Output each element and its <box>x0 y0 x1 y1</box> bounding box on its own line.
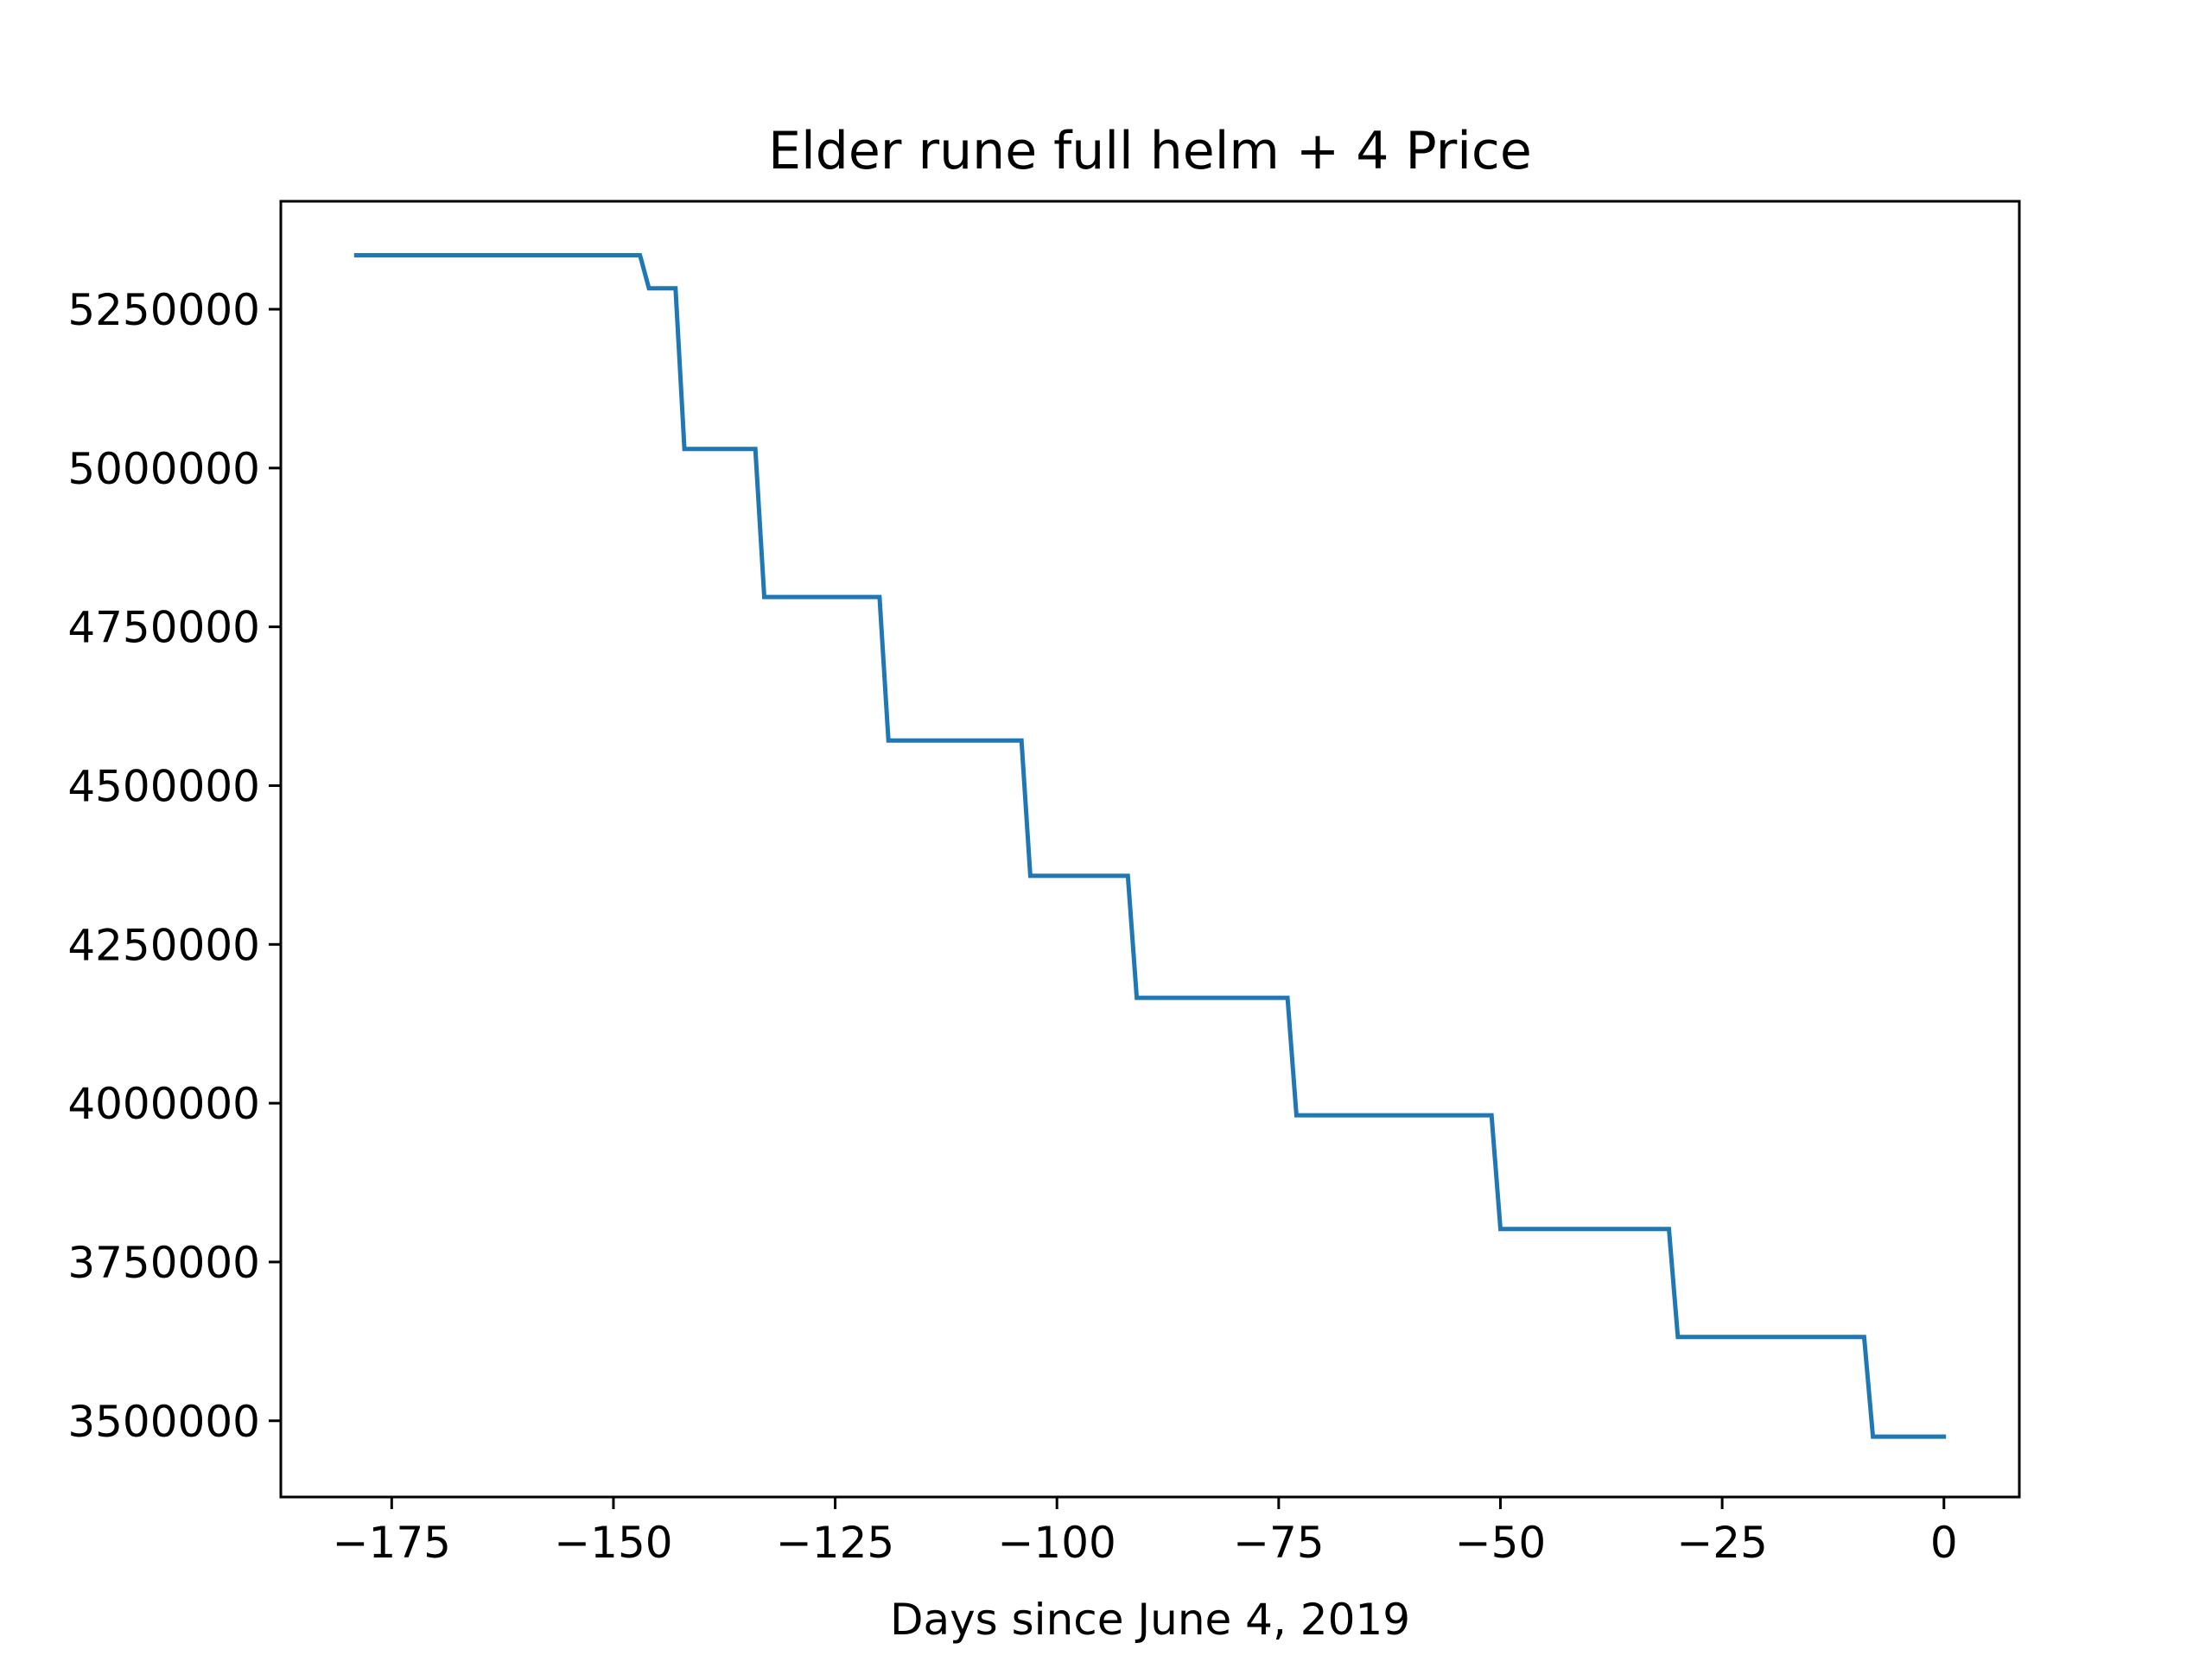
y-tick-label: 3750000 <box>67 1238 260 1288</box>
y-tick-label: 3500000 <box>67 1397 260 1447</box>
y-tick-label: 5000000 <box>67 444 260 494</box>
chart-title: Elder rune full helm + 4 Price <box>768 121 1532 181</box>
y-tick-label: 4750000 <box>67 603 260 653</box>
x-tick-label: −100 <box>998 1518 1116 1568</box>
x-tick-label: −150 <box>554 1518 672 1568</box>
y-tick-label: 5250000 <box>67 285 260 335</box>
x-axis-label: Days since June 4, 2019 <box>890 1595 1410 1645</box>
y-tick-label: 4000000 <box>67 1079 260 1129</box>
x-tick-label: −175 <box>333 1518 451 1568</box>
x-tick-label: −25 <box>1676 1518 1768 1568</box>
y-tick-label: 4250000 <box>67 920 260 970</box>
axes-frame <box>279 200 2021 1499</box>
plot-area <box>353 253 1947 1439</box>
x-tick-label: −50 <box>1455 1518 1547 1568</box>
series-line-0 <box>353 253 1947 1439</box>
x-tick-label: 0 <box>1930 1518 1958 1568</box>
axis-ticks: −175 −150 −125 −100 −75 −50 −25 0 3500000 3750000… <box>67 285 1957 1568</box>
x-tick-label: −125 <box>776 1518 894 1568</box>
y-tick-label: 4500000 <box>67 761 260 811</box>
x-tick-label: −75 <box>1233 1518 1325 1568</box>
